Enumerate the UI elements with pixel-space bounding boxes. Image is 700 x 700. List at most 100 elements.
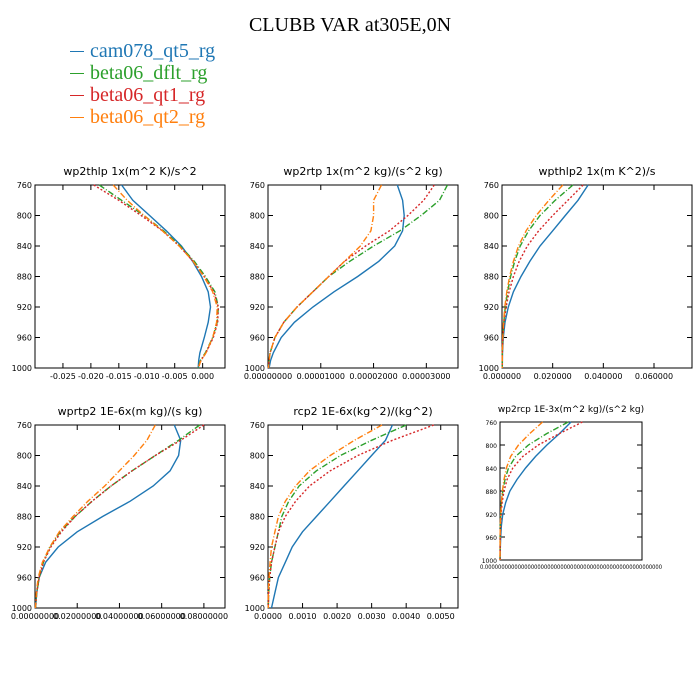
x-tick-label: -0.005 <box>162 372 188 381</box>
y-tick-label: 800 <box>17 212 32 221</box>
legend-label: cam078_qt5_rg <box>90 40 216 62</box>
plot-frame <box>267 424 459 609</box>
y-tick-label: 960 <box>17 574 32 583</box>
series-line-cam078_qt5_rg <box>499 421 572 561</box>
y-tick-label: 880 <box>250 273 265 282</box>
x-tick-label: 0.00000000 <box>244 372 292 381</box>
x-tick-label: 0.06000000 <box>137 612 185 621</box>
series-line-beta06_qt1_rg <box>499 421 583 560</box>
y-tick-label: 800 <box>17 452 32 461</box>
series-line-beta06_qt1_rg <box>267 184 435 369</box>
y-tick-label: 760 <box>17 421 32 430</box>
plot-frame <box>501 184 693 369</box>
y-tick-label: 920 <box>486 512 498 519</box>
legend-label: beta06_qt1_rg <box>90 84 206 106</box>
figure-title: CLUBB VAR at305E,0N <box>248 14 452 36</box>
series-line-beta06_qt2_rg <box>499 421 544 561</box>
series-line-beta06_qt2_rg <box>34 424 156 609</box>
panel-title: wpthlp2 1x(m K^2)/s <box>539 165 656 178</box>
y-tick-label: 960 <box>250 574 265 583</box>
panel-title: wprtp2 1E-6x(m kg)/(s kg) <box>58 405 203 418</box>
y-tick-label: 840 <box>486 466 498 473</box>
y-tick-label: 760 <box>250 181 265 190</box>
x-tick-label: 0.0040 <box>392 612 420 621</box>
chart-panel-6: wp2rcp 1E-3x(m^2 kg)/(s^2 kg)760 800 840 88… <box>480 405 662 571</box>
y-tick-label: 840 <box>17 482 32 491</box>
x-tick-label: 0.0000 <box>254 612 282 621</box>
y-tick-label: 1000 <box>482 558 497 565</box>
legend-swatch <box>70 94 84 96</box>
y-tick-label: 760 <box>484 181 499 190</box>
y-tick-label: 920 <box>17 303 32 312</box>
plot-frame <box>499 421 643 561</box>
x-tick-label: 0.0030 <box>358 612 386 621</box>
y-tick-label: 880 <box>17 273 32 282</box>
series-line-beta06_qt2_rg <box>112 184 218 369</box>
series-line-cam078_qt5_rg <box>501 184 589 369</box>
legend-item-qt2: beta06_qt2_rg <box>70 106 215 128</box>
x-tick-label: 0.0020 <box>323 612 351 621</box>
series-line-cam078_qt5_rg <box>121 184 212 369</box>
panel-title: wp2thlp 1x(m^2 K)/s^2 <box>63 165 196 178</box>
chart-panel-1: wp2thlp 1x(m^2 K)/s^2 760 800 840 880 920 960 1… <box>12 165 226 381</box>
plot-frame <box>34 424 226 609</box>
series-line-cam078_qt5_rg <box>270 424 394 609</box>
x-tick-label: -0.010 <box>134 372 160 381</box>
y-tick-label: 920 <box>484 303 499 312</box>
y-tick-label: 1000 <box>12 604 32 613</box>
panel-title: wp2rtp 1x(m^2 kg)/(s^2 kg) <box>283 165 442 178</box>
y-tick-label: 960 <box>486 535 498 542</box>
series-line-beta06_qt2_rg <box>267 424 383 608</box>
series-line-beta06_qt1_rg <box>501 184 584 368</box>
x-tick-label: 0.00000000000000000000000000000000000000… <box>480 564 662 571</box>
y-tick-label: 1000 <box>479 364 499 373</box>
y-tick-label: 880 <box>250 513 265 522</box>
x-tick-label: 0.0010 <box>289 612 317 621</box>
y-tick-label: 920 <box>250 543 265 552</box>
y-tick-label: 760 <box>486 420 498 427</box>
x-tick-label: 0.0050 <box>427 612 455 621</box>
chart-panel-4: wprtp2 1E-6x(m kg)/(s kg) 760 800 840 880 920… <box>11 405 228 621</box>
x-tick-label: 0.00003000 <box>402 372 450 381</box>
y-tick-label: 1000 <box>245 364 265 373</box>
legend-swatch <box>70 72 84 74</box>
legend-swatch <box>70 50 84 52</box>
y-tick-label: 840 <box>484 242 499 251</box>
y-tick-label: 880 <box>17 513 32 522</box>
y-tick-label: 960 <box>250 334 265 343</box>
legend-item-dflt: beta06_dflt_rg <box>70 62 215 84</box>
y-tick-label: 1000 <box>245 604 265 613</box>
x-tick-label: -0.015 <box>106 372 132 381</box>
series-line-beta06_dflt_rg <box>501 184 574 368</box>
legend-swatch <box>70 116 84 118</box>
x-tick-label: 0.060000 <box>635 372 673 381</box>
series-line-beta06_qt2_rg <box>501 184 564 368</box>
y-tick-label: 760 <box>250 421 265 430</box>
x-tick-label: 0.000000 <box>483 372 521 381</box>
x-tick-label: 0.000 <box>191 372 214 381</box>
x-tick-label: 0.040000 <box>584 372 622 381</box>
y-tick-label: 800 <box>484 212 499 221</box>
series-line-beta06_dflt_rg <box>98 184 220 369</box>
y-tick-label: 840 <box>250 482 265 491</box>
x-tick-label: 0.020000 <box>534 372 572 381</box>
legend-label: beta06_dflt_rg <box>90 62 208 84</box>
series-line-beta06_qt1_rg <box>34 424 205 609</box>
chart-panel-2: wp2rtp 1x(m^2 kg)/(s^2 kg) 760 800 840 880 92… <box>244 165 459 381</box>
series-line-beta06_qt2_rg <box>267 184 383 369</box>
y-tick-label: 960 <box>484 334 499 343</box>
y-tick-label: 840 <box>17 242 32 251</box>
x-tick-label: 0.08000000 <box>180 612 228 621</box>
series-line-beta06_qt1_rg <box>93 184 220 369</box>
x-tick-label: -0.025 <box>50 372 76 381</box>
x-tick-label: -0.020 <box>78 372 104 381</box>
y-tick-label: 760 <box>17 181 32 190</box>
x-tick-label: 0.00000000 <box>11 612 59 621</box>
y-tick-label: 800 <box>486 443 498 450</box>
y-tick-label: 960 <box>17 334 32 343</box>
series-line-cam078_qt5_rg <box>34 424 182 609</box>
series-line-beta06_qt1_rg <box>267 424 435 609</box>
legend-item-cam078: cam078_qt5_rg <box>70 40 215 62</box>
x-tick-label: 0.04000000 <box>95 612 143 621</box>
